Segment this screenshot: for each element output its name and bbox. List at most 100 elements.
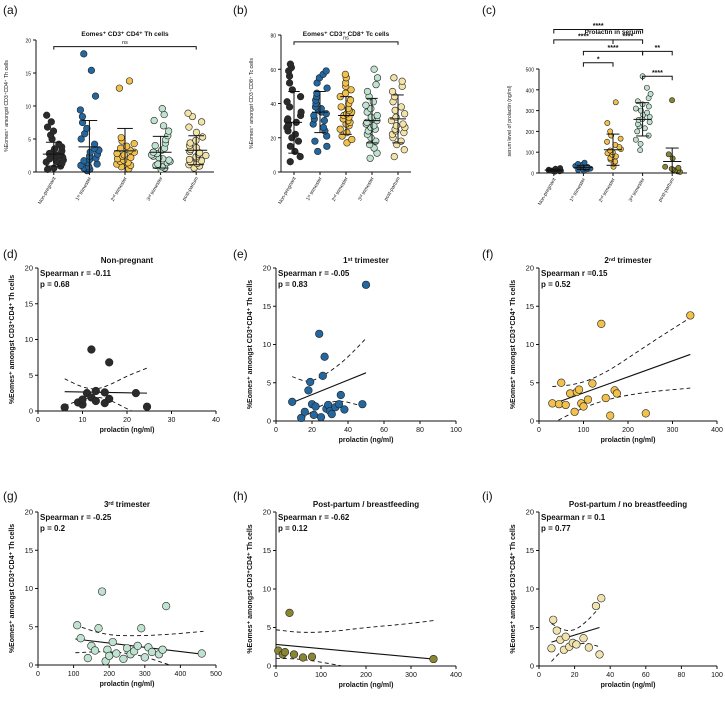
data-point [202,151,210,160]
x-tick-label: 100 [711,672,723,679]
data-point [165,127,173,135]
stat-spearman: Spearman r = -0.62 [278,513,350,522]
confidence-band-upper [64,367,148,390]
y-tick-label: 10 [526,585,534,594]
data-point [113,149,121,158]
x-tick-label: Non-pregnant [537,176,558,206]
panel-label: (b) [233,3,248,17]
data-point [319,123,328,132]
series-2 [336,70,356,147]
data-point [185,123,193,131]
confidence-band-upper [552,317,691,388]
data-point [310,111,318,120]
data-point [286,60,294,68]
x-tick-label: 100 [578,427,590,434]
y-tick-label: 0 [273,171,276,177]
data-point [579,634,588,643]
data-point [285,608,294,617]
data-point [388,87,397,96]
data-point [400,146,408,154]
x-tick-label: 3ʳᵈ trimester [146,176,165,202]
data-point [343,129,351,137]
stat-spearman: Spearman r = 0.1 [541,513,606,522]
series-0 [544,165,564,175]
data-point [632,105,639,112]
data-point [184,109,192,117]
data-point [362,101,370,109]
data-point [284,115,292,123]
x-axis-label: prolactin (ng/ml) [601,437,656,444]
y-tick-label: 20 [25,39,31,45]
data-point [151,142,159,150]
panel-c: 0 100 200 300 400 500 serum level of prolactin… [507,23,687,206]
stat-p-value: p = 0.83 [278,280,308,289]
data-point [604,138,610,145]
y-tick-label: 10 [25,584,33,593]
x-tick-label: 1ˢᵗ trimester [569,177,588,203]
significance-label: **** [593,23,604,30]
y-tick-label: 5 [29,371,33,380]
data-point [97,587,107,596]
points [288,280,371,423]
data-point [547,644,556,653]
y-axis-label: %Eomes⁺ amongst CD3⁺CD4⁺ Th cells [510,524,517,653]
data-point [343,139,351,147]
data-point [637,147,644,154]
data-point [147,647,157,657]
data-point [607,128,614,135]
significance-bracket [642,75,673,81]
panel-label: (g) [3,489,18,503]
data-point [561,632,570,641]
data-point [347,86,355,94]
y-axis-label: serum level of prolactin (ng/ml) [507,85,513,156]
x-tick-label: 0 [36,671,40,678]
data-point [76,634,85,643]
data-point [307,652,317,661]
data-point [112,649,121,658]
data-point [286,142,295,150]
x-tick-label: post-partum [657,177,676,203]
y-tick-label: 15 [526,546,534,555]
data-point [612,389,621,398]
panel-d: 0 5 10 15 20 %Eomes⁺ amongst CD3⁺CD4⁺ Th cell… [9,256,220,434]
x-tick-label: 20 [308,427,316,434]
y-tick-label: 10 [25,105,31,111]
points [73,587,206,666]
data-point [314,147,322,156]
panel-title: 1ˢᵗ trimester [343,256,389,265]
data-point [668,165,675,172]
y-tick-label: 15 [263,302,271,311]
data-point [675,164,682,171]
data-point [336,390,345,400]
data-point [566,389,575,398]
data-point [397,103,405,111]
data-point [617,135,624,142]
data-point [90,140,99,148]
fit-group [551,607,600,662]
x-tick-label: 60 [380,427,388,434]
x-tick-label: 40 [606,672,614,679]
panel-title: Eomes⁺ CD3⁺ CD8⁺ Tc cells [303,31,390,38]
y-tick-label: 0 [267,417,271,426]
data-point [429,654,438,664]
data-point [309,410,318,419]
y-axis-label: %Eomes⁺ amongst CD3⁺CD4⁺ Th cells [247,280,254,409]
y-tick-label: 10 [25,335,33,344]
data-point [192,128,201,136]
panel-f: 0 5 10 15 20 %Eomes⁺ amongst CD3⁺CD4⁺ Th cell… [510,256,723,444]
data-point [311,137,319,145]
data-point [634,128,641,135]
y-tick-label: 20 [263,508,271,517]
stat-spearman: Spearman r = -0.11 [40,269,111,278]
data-point [612,99,619,106]
data-point [285,79,294,87]
confidence-band-upper [292,338,367,382]
y-tick-label: 5 [267,623,271,632]
data-point [51,145,59,153]
series-1 [76,50,103,175]
fit-group [276,620,434,666]
panel-label: (a) [3,3,18,17]
data-point [401,110,409,118]
x-tick-label: 10 [79,417,87,424]
y-tick-label: 0 [267,662,271,671]
